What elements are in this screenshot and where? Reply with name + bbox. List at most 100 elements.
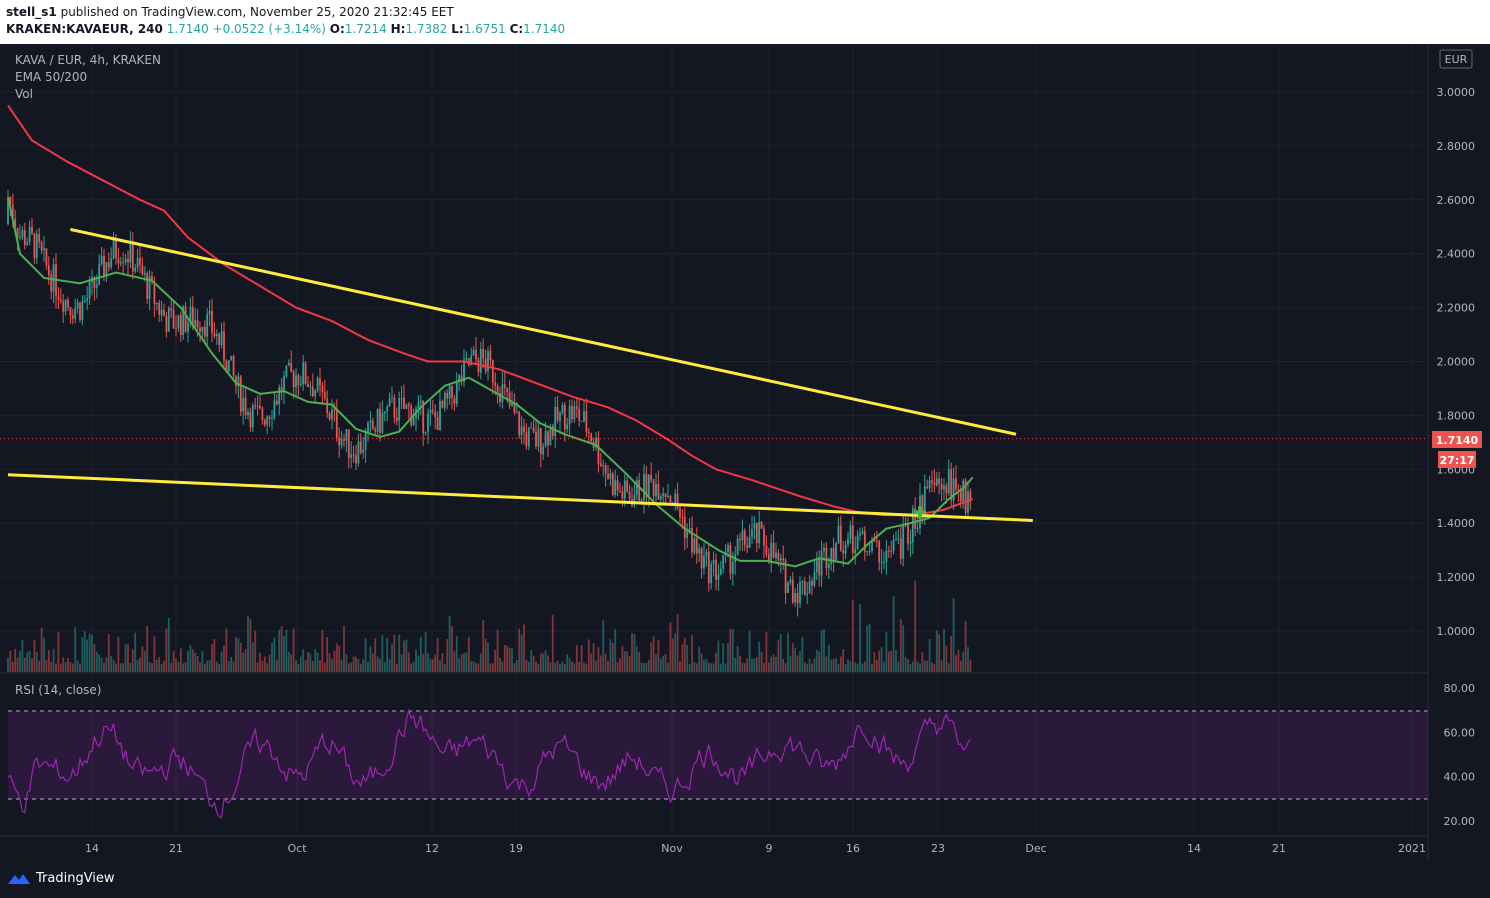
volume-bar [239,642,242,672]
candle-body [112,239,115,259]
volume-bar [153,636,156,672]
candle-body [969,491,972,503]
candle-body [79,302,81,321]
volume-bar [518,628,521,672]
candle-body [496,385,499,393]
last-price: 1.7140 [166,22,209,36]
candle-body [712,559,715,564]
candle-body [842,550,845,554]
candle-body [331,409,333,420]
volume-bar [885,632,888,672]
candle-body [208,310,211,314]
candle-body [43,248,45,251]
candle-body [115,239,117,258]
tradingview-brand[interactable]: TradingView [8,871,115,886]
volume-bar [926,660,929,672]
candle-body [652,480,655,497]
volume-bar [875,659,878,672]
candle-body [664,493,667,498]
candle-body [62,301,65,312]
volume-bar [379,658,381,672]
candle-body [268,416,271,420]
volume-bar [256,662,259,672]
volume-bar [367,661,369,672]
candle-body [847,538,849,545]
volume-bar [158,657,161,672]
volume-bar [134,632,137,672]
volume-bar [772,654,775,672]
candle-body [503,384,506,388]
volume-bar [592,643,595,672]
candle-body [955,478,957,490]
candle-body [770,542,773,562]
volume-bar [779,634,782,672]
volume-bar [393,634,396,672]
volume-bar [326,636,329,672]
volume-bar [739,655,741,672]
candle-body [458,375,461,381]
publisher-name[interactable]: stell_s1 [6,5,57,19]
candle-body [38,233,41,243]
candle-body [465,357,468,360]
candle-body [775,552,777,558]
currency-badge[interactable]: EUR [1439,49,1473,69]
volume-bar [475,663,477,672]
candle-body [400,397,403,399]
candle-body [381,413,384,433]
candle-body [230,355,233,361]
candle-body [187,322,189,332]
volume-bar [575,645,578,672]
volume-bar [314,648,317,672]
volume-bar [866,625,869,672]
volume-bar [43,637,45,672]
candle-body [391,397,393,399]
volume-bar [146,625,149,672]
volume-bar [316,652,319,672]
legend-title[interactable]: KAVA / EUR, 4h, KRAKEN [15,53,161,67]
candle-body [568,405,571,425]
candle-body [57,296,60,300]
candle-body [532,427,535,432]
volume-bar [352,656,355,672]
volume-bar [695,663,698,672]
candle-body [237,376,240,387]
candle-body [242,397,245,412]
volume-bar [758,641,761,672]
volume-bar [705,658,708,672]
chart-area[interactable] [0,44,1490,861]
volume-bar [508,647,511,672]
volume-bar [424,632,427,672]
candle-body [124,258,127,263]
candle-body [201,326,204,332]
volume-bar [98,654,101,672]
candle-body [218,333,221,346]
volume-bar [79,663,81,672]
candle-body [206,313,209,337]
candle-body [129,242,132,263]
candle-body [383,411,386,414]
candle-body [76,302,79,309]
candle-body [530,427,533,429]
volume-bar [283,635,285,672]
ohlc-line: KRAKEN:KAVAEUR, 240 1.7140 +0.0522 (+3.1… [6,22,565,36]
volume-bar [455,635,458,672]
volume-bar [616,662,619,672]
chart-legend: KAVA / EUR, 4h, KRAKEN EMA 50/200 Vol [15,52,161,103]
volume-bar [249,619,252,672]
volume-bar [741,662,744,672]
candle-body [813,572,816,586]
legend-ema[interactable]: EMA 50/200 [15,70,88,84]
price-tick-label: 3.0000 [1437,86,1476,99]
legend-vol[interactable]: Vol [15,87,33,101]
candle-body [844,544,847,554]
volume-bar [883,661,885,672]
volume-bar [717,640,720,672]
legend-rsi[interactable]: RSI (14, close) [15,683,102,697]
volume-bar [664,653,667,672]
candle-body [614,480,617,495]
candle-body [179,314,182,335]
candle-body [292,371,295,388]
candle-body [839,525,842,551]
volume-bar [419,636,422,672]
